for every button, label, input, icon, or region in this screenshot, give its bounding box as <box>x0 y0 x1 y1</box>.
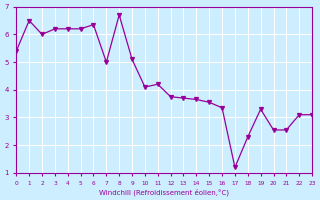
X-axis label: Windchill (Refroidissement éolien,°C): Windchill (Refroidissement éolien,°C) <box>99 188 229 196</box>
